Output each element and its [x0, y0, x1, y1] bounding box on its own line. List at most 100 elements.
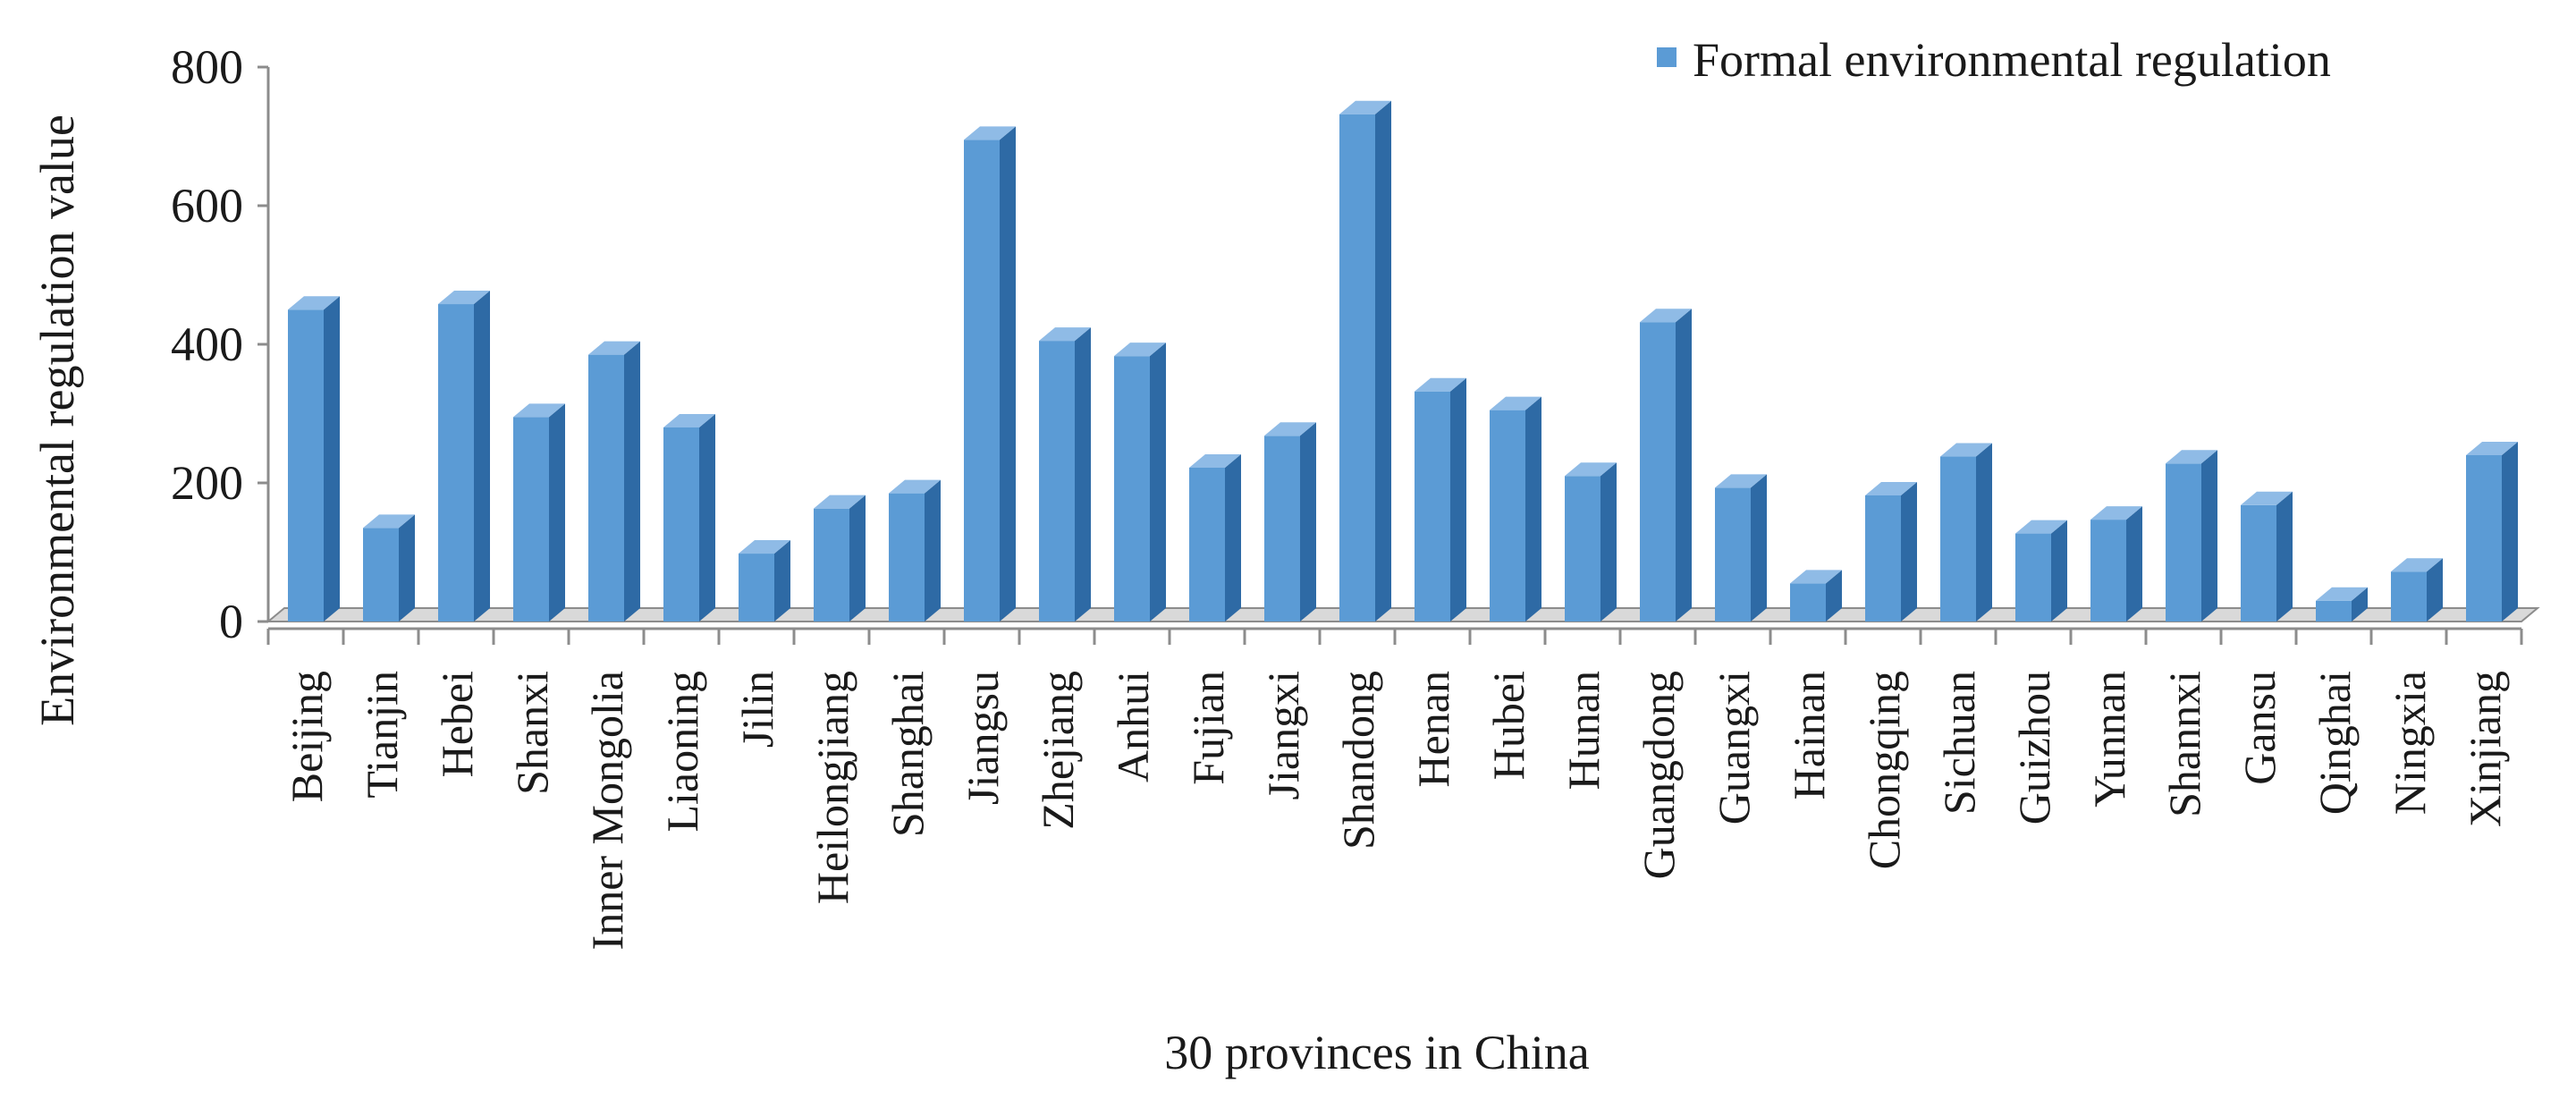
- bar-front: [2166, 463, 2201, 622]
- bar: [588, 341, 640, 622]
- bar-top: [1039, 327, 1091, 342]
- bar: [1790, 570, 1842, 622]
- legend-label: Formal environmental regulation: [1693, 33, 2331, 87]
- bar: [964, 126, 1016, 622]
- bar-front: [1039, 341, 1075, 622]
- bar: [288, 296, 340, 622]
- bar-side: [925, 479, 941, 622]
- x-tick-label: Chongqing: [1859, 671, 1909, 869]
- bar-side: [1300, 422, 1316, 622]
- bar-side: [1000, 126, 1016, 622]
- x-tick-label: Inner Mongolia: [582, 671, 632, 950]
- bar-side: [849, 495, 866, 622]
- bar-top: [1264, 422, 1316, 436]
- bar-front: [1114, 356, 1150, 622]
- bar-top: [1415, 377, 1466, 392]
- bar-top: [288, 296, 340, 310]
- bar-side: [1676, 309, 1692, 622]
- x-tick-label: Anhui: [1108, 671, 1158, 782]
- bar-top: [1640, 309, 1692, 323]
- bar-front: [2466, 455, 2502, 622]
- bar: [1940, 443, 1992, 622]
- bar: [889, 479, 941, 622]
- bar: [513, 403, 565, 622]
- bar-side: [1375, 100, 1391, 622]
- bar: [663, 414, 715, 622]
- bar-top: [1790, 570, 1842, 584]
- bar: [2090, 506, 2142, 622]
- x-tick-label: Qinghai: [2310, 671, 2360, 815]
- bar: [363, 514, 415, 622]
- x-tick-label: Shannxi: [2159, 671, 2209, 817]
- x-tick-label: Guangdong: [1634, 671, 1684, 879]
- y-tick-label: 600: [171, 179, 243, 233]
- bar-front: [2090, 520, 2126, 622]
- bar: [2391, 558, 2443, 622]
- x-tick-label: Guizhou: [2009, 671, 2059, 825]
- bar-front: [288, 309, 324, 622]
- bar: [1715, 474, 1767, 622]
- x-tick-label: Fujian: [1183, 671, 1233, 785]
- bar-side: [1751, 474, 1767, 622]
- bar: [2241, 491, 2293, 622]
- bar: [438, 291, 490, 622]
- bar-top: [739, 540, 790, 554]
- x-axis-label: 30 provinces in China: [1164, 1026, 1589, 1079]
- bar-front: [1940, 456, 1976, 622]
- bar: [2166, 450, 2217, 622]
- bar-front: [1490, 410, 1525, 622]
- bar-side: [774, 540, 790, 622]
- y-tick-label: 0: [219, 595, 243, 648]
- bar-front: [2391, 571, 2427, 622]
- bar-front: [1640, 322, 1676, 622]
- bar: [1490, 396, 1541, 622]
- x-tick-label: Tianjin: [357, 671, 407, 799]
- bar-top: [2166, 450, 2217, 464]
- bar: [1415, 377, 1466, 622]
- bar: [1264, 422, 1316, 622]
- y-tick-labels: 0 200 400 600 800: [171, 40, 243, 648]
- bar-side: [2502, 442, 2518, 622]
- bar-top: [814, 495, 866, 509]
- x-tick-label: Jiangsu: [958, 671, 1008, 805]
- y-tick-label: 200: [171, 456, 243, 510]
- bar: [739, 540, 790, 622]
- bar-side: [2427, 558, 2443, 622]
- bar-front: [2015, 533, 2051, 622]
- bar: [1865, 481, 1917, 622]
- x-tick-label: Shandong: [1333, 671, 1383, 850]
- x-tick-label: Yunnan: [2084, 671, 2134, 808]
- x-tick-label: Xinjiang: [2460, 671, 2510, 827]
- bar-top: [1715, 474, 1767, 488]
- bar-side: [1075, 327, 1091, 622]
- bar-side: [474, 291, 490, 622]
- legend: Formal environmental regulation: [1657, 33, 2331, 87]
- x-tick-label: Hunan: [1558, 671, 1609, 790]
- bar-front: [2241, 504, 2276, 622]
- bar: [1640, 309, 1692, 622]
- x-tick-label: Shanxi: [507, 671, 557, 795]
- bar-top: [1865, 481, 1917, 495]
- bar-top: [2015, 520, 2067, 534]
- bar-front: [663, 427, 699, 622]
- y-tick-label: 800: [171, 40, 243, 94]
- bar-front: [1339, 114, 1375, 622]
- x-tick-labels: Beijing Tianjin Hebei Shanxi Inner Mongolia L…: [282, 671, 2510, 950]
- x-tick-label: Heilongjiang: [807, 671, 857, 904]
- bar-side: [549, 403, 565, 622]
- bar-side: [1826, 570, 1842, 622]
- bar: [1565, 462, 1617, 622]
- y-tick-label: 400: [171, 317, 243, 371]
- bar-top: [513, 403, 565, 418]
- bar-front: [2316, 600, 2352, 622]
- bar-top: [438, 291, 490, 305]
- x-tick-label: Hebei: [432, 671, 482, 777]
- bar-front: [1565, 476, 1600, 622]
- x-tick-label: Beijing: [282, 671, 332, 802]
- bar-top: [2090, 506, 2142, 520]
- x-tick-label: Henan: [1408, 671, 1458, 788]
- bar-front: [363, 528, 399, 622]
- y-axis-label: Environmental regulation value: [30, 114, 84, 726]
- bar-front: [438, 304, 474, 622]
- bar-front: [1189, 467, 1225, 622]
